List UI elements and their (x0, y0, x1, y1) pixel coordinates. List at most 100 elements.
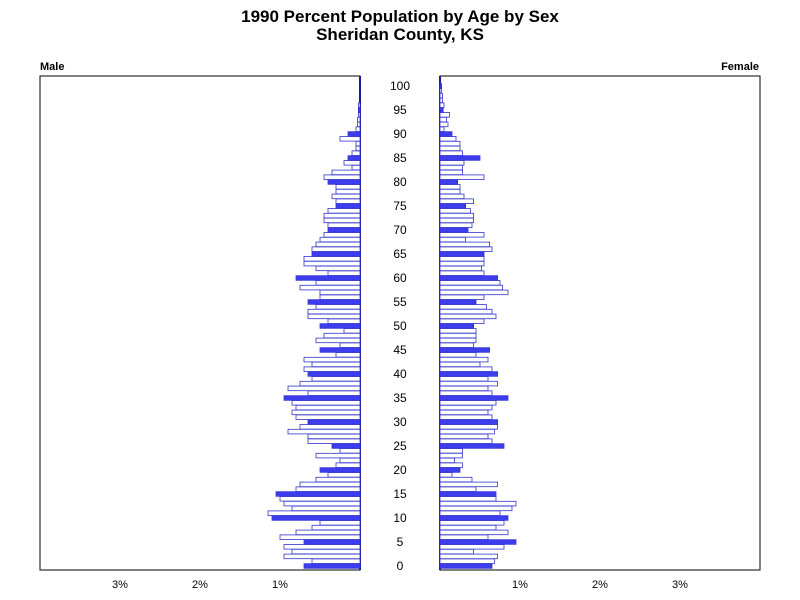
female-bar-age-21 (439, 462, 463, 468)
male-bar-age-34 (291, 400, 361, 406)
male-bar-age-28 (287, 428, 361, 435)
female-bar-age-75 (439, 203, 467, 209)
male-bar-age-62 (315, 265, 361, 272)
female-bar-age-46 (439, 342, 474, 348)
male-bar-age-73 (323, 212, 361, 219)
female-bar-age-17 (439, 481, 498, 488)
male-bar-age-69 (323, 232, 361, 238)
female-bar-age-19 (439, 472, 453, 478)
female-bar-age-77 (439, 193, 465, 200)
female-bar-age-48 (439, 332, 477, 339)
male-bar-age-87 (355, 145, 361, 152)
female-bar-age-93 (439, 116, 447, 123)
male-bar-age-42 (311, 361, 361, 368)
age-tick-label-35: 35 (393, 391, 407, 405)
female-bar-age-11 (439, 510, 501, 516)
female-bar-age-76 (439, 198, 474, 204)
male-bar-age-70 (327, 227, 361, 233)
male-bar-age-27 (307, 433, 361, 440)
male-bar-age-85 (347, 155, 361, 161)
female-bar-age-32 (439, 409, 489, 416)
male-bar-age-47 (315, 337, 361, 344)
age-tick-label-0: 0 (397, 559, 404, 573)
male-pct-tick-1: 1% (272, 579, 288, 591)
male-bar-age-21 (335, 462, 361, 468)
female-bar-age-18 (439, 476, 473, 483)
female-bars (439, 83, 517, 569)
female-bar-age-57 (439, 289, 509, 296)
male-bar-age-53 (307, 308, 361, 315)
male-bar-age-5 (303, 539, 361, 545)
age-tick-label-70: 70 (393, 223, 407, 237)
female-bar-age-73 (439, 212, 474, 219)
male-bar-age-55 (307, 299, 361, 305)
female-bar-age-36 (439, 390, 493, 396)
male-bar-age-9 (319, 520, 361, 526)
female-bar-age-70 (439, 227, 469, 233)
male-bar-age-93 (357, 116, 361, 123)
female-pct-tick-3: 3% (672, 579, 688, 591)
female-bar-age-74 (439, 208, 471, 214)
male-bar-age-18 (315, 476, 361, 483)
male-bar-age-75 (335, 203, 361, 209)
female-bar-age-16 (439, 486, 477, 492)
female-bar-age-71 (439, 222, 473, 228)
male-bar-age-6 (279, 534, 361, 540)
male-bars (267, 102, 361, 569)
female-bar-age-85 (439, 155, 481, 161)
male-bar-age-19 (327, 472, 361, 478)
female-bar-age-51 (439, 318, 485, 324)
male-bar-age-13 (283, 500, 361, 507)
male-bar-age-80 (327, 179, 361, 185)
female-bar-age-34 (439, 400, 497, 406)
age-tick-label-95: 95 (393, 103, 407, 117)
male-bar-age-2 (283, 553, 361, 560)
age-tick-label-40: 40 (393, 367, 407, 381)
female-bar-age-31 (439, 414, 493, 420)
male-bar-age-91 (355, 126, 361, 132)
male-bar-age-24 (339, 448, 361, 454)
male-bar-age-88 (355, 140, 361, 147)
chart-subtitle: Sheridan County, KS (316, 25, 484, 44)
male-bar-age-83 (351, 164, 361, 171)
male-bar-age-7 (295, 529, 361, 536)
age-tick-label-80: 80 (393, 175, 407, 189)
male-bar-age-54 (315, 304, 361, 310)
female-bar-age-42 (439, 361, 481, 368)
age-tick-label-65: 65 (393, 247, 407, 261)
male-bar-age-96 (357, 102, 361, 108)
female-bar-age-60 (439, 275, 498, 281)
male-bar-age-49 (343, 328, 361, 334)
male-bar-age-32 (291, 409, 361, 416)
age-tick-label-45: 45 (393, 343, 407, 357)
male-bar-age-1 (311, 558, 361, 564)
female-bar-age-24 (439, 448, 463, 454)
female-bar-age-58 (439, 284, 503, 291)
age-tick-label-20: 20 (393, 463, 407, 477)
female-bar-age-66 (439, 246, 493, 252)
male-bar-age-92 (357, 121, 361, 128)
male-bar-age-29 (299, 424, 361, 430)
male-bar-age-37 (287, 385, 361, 392)
female-side-label: Female (721, 61, 759, 73)
female-bar-age-40 (439, 371, 498, 377)
female-bar-age-52 (439, 313, 497, 320)
female-bar-age-69 (439, 232, 485, 238)
age-tick-label-5: 5 (397, 535, 404, 549)
age-tick-label-100: 100 (390, 79, 410, 93)
male-bar-age-44 (335, 352, 361, 358)
female-bar-age-94 (439, 112, 451, 118)
female-bar-age-65 (439, 251, 485, 257)
chart-title: 1990 Percent Population by Age by Sex Sh… (0, 8, 800, 44)
chart-title-main: 1990 Percent Population by Age by Sex (241, 7, 559, 26)
male-bar-age-60 (295, 275, 361, 281)
female-bar-age-38 (439, 380, 498, 387)
male-bar-age-48 (323, 332, 361, 339)
male-bar-age-11 (267, 510, 361, 516)
age-tick-label-15: 15 (393, 487, 407, 501)
female-bar-age-45 (439, 347, 490, 353)
male-bar-age-15 (275, 491, 361, 497)
male-bar-age-30 (307, 419, 361, 425)
male-bar-age-71 (327, 222, 361, 228)
female-bar-age-29 (439, 424, 498, 430)
